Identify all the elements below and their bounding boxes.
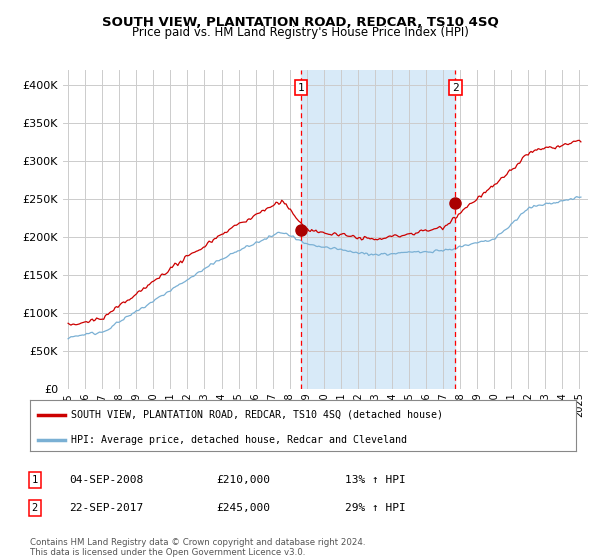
Text: 04-SEP-2008: 04-SEP-2008 — [69, 475, 143, 485]
Text: 2: 2 — [452, 82, 459, 92]
Text: £210,000: £210,000 — [216, 475, 270, 485]
Text: HPI: Average price, detached house, Redcar and Cleveland: HPI: Average price, detached house, Redc… — [71, 435, 407, 445]
Text: 2: 2 — [32, 503, 38, 513]
Text: 22-SEP-2017: 22-SEP-2017 — [69, 503, 143, 513]
Text: 1: 1 — [298, 82, 304, 92]
Text: Contains HM Land Registry data © Crown copyright and database right 2024.
This d: Contains HM Land Registry data © Crown c… — [30, 538, 365, 557]
Text: 29% ↑ HPI: 29% ↑ HPI — [345, 503, 406, 513]
Text: £245,000: £245,000 — [216, 503, 270, 513]
Text: 13% ↑ HPI: 13% ↑ HPI — [345, 475, 406, 485]
Text: Price paid vs. HM Land Registry's House Price Index (HPI): Price paid vs. HM Land Registry's House … — [131, 26, 469, 39]
Text: 1: 1 — [32, 475, 38, 485]
Text: SOUTH VIEW, PLANTATION ROAD, REDCAR, TS10 4SQ (detached house): SOUTH VIEW, PLANTATION ROAD, REDCAR, TS1… — [71, 409, 443, 419]
Bar — [301, 70, 455, 389]
Text: SOUTH VIEW, PLANTATION ROAD, REDCAR, TS10 4SQ: SOUTH VIEW, PLANTATION ROAD, REDCAR, TS1… — [101, 16, 499, 29]
